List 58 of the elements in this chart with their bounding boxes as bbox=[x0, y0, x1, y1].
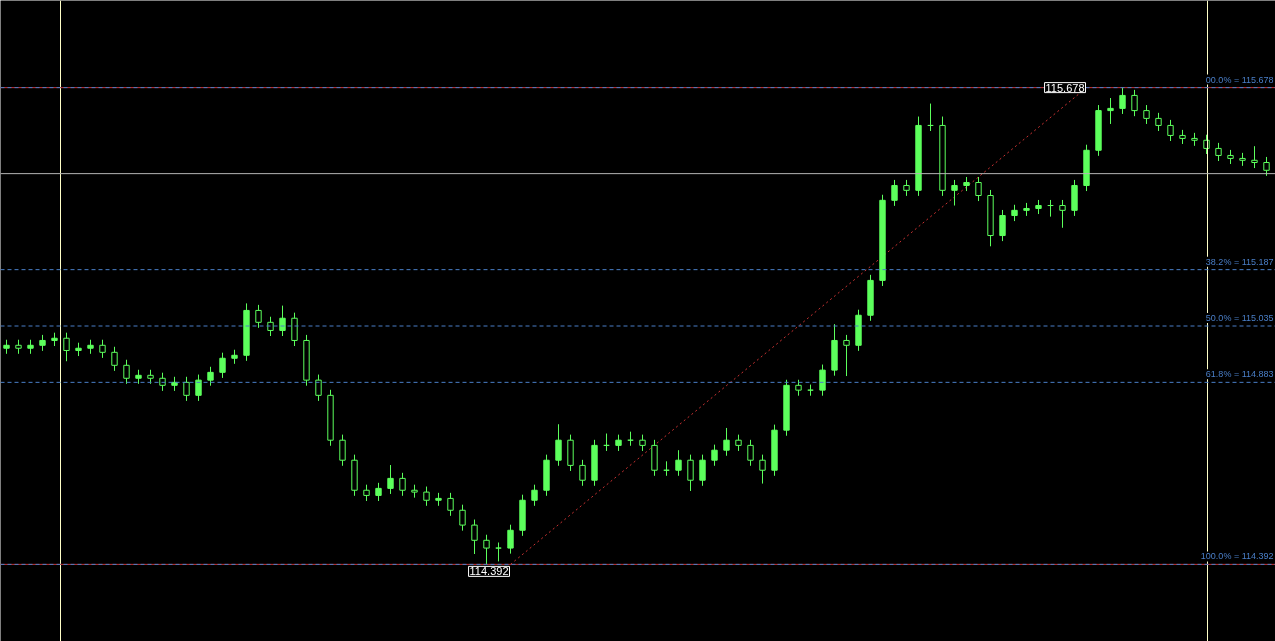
candlestick bbox=[111, 346, 118, 372]
candlestick bbox=[1203, 134, 1210, 155]
candlestick bbox=[699, 454, 706, 487]
ref-line-label: 00.0% = 115.678 bbox=[1205, 74, 1274, 85]
candlestick bbox=[1167, 119, 1174, 142]
candlestick bbox=[399, 472, 406, 497]
candlestick bbox=[495, 542, 502, 562]
candlestick bbox=[159, 372, 166, 392]
candlestick bbox=[711, 444, 718, 467]
candlestick bbox=[747, 439, 754, 467]
candlestick bbox=[339, 434, 346, 467]
candlestick bbox=[183, 376, 190, 402]
candlestick bbox=[315, 374, 322, 402]
candlestick bbox=[483, 534, 490, 565]
candlestick bbox=[279, 305, 286, 337]
candlestick bbox=[687, 454, 694, 492]
candlestick bbox=[843, 334, 850, 377]
candlestick bbox=[207, 366, 214, 387]
candlestick bbox=[675, 449, 682, 477]
ref-line-label: 100.0% = 114.392 bbox=[1200, 551, 1274, 562]
annotation: 115.678 bbox=[1045, 81, 1085, 94]
candlestick bbox=[255, 304, 262, 329]
candlestick bbox=[723, 427, 730, 457]
candlestick bbox=[507, 524, 514, 555]
candlestick bbox=[123, 359, 130, 385]
candlestick bbox=[555, 423, 562, 467]
candlestick bbox=[819, 364, 826, 397]
candlestick bbox=[1251, 145, 1258, 169]
candlestick bbox=[63, 332, 70, 362]
ref-line-label: 61.8% = 114.883 bbox=[1205, 369, 1274, 380]
candlestick bbox=[99, 339, 106, 359]
ref-line-label: 50.0% = 115.035 bbox=[1205, 313, 1274, 323]
candlestick bbox=[1143, 104, 1150, 125]
candlestick bbox=[219, 352, 226, 379]
candlestick bbox=[291, 312, 298, 347]
candlestick bbox=[999, 209, 1006, 242]
candlestick bbox=[975, 176, 982, 202]
candlestick bbox=[195, 374, 202, 402]
candlestick bbox=[951, 179, 958, 207]
candlestick bbox=[375, 482, 382, 502]
candlestick bbox=[579, 459, 586, 487]
candlestick bbox=[1215, 142, 1222, 162]
candlestick bbox=[1119, 87, 1126, 115]
candlestick bbox=[423, 486, 430, 507]
annotation: 114.392 bbox=[469, 565, 509, 578]
candlestick bbox=[891, 179, 898, 207]
candlestick bbox=[1107, 97, 1114, 125]
candlestick bbox=[531, 484, 538, 507]
ref-line-label: 38.2% = 115.187 bbox=[1205, 256, 1274, 267]
candlestick bbox=[1131, 89, 1138, 117]
candlestick bbox=[459, 504, 466, 532]
candlestick bbox=[447, 492, 454, 517]
candlestick bbox=[1263, 156, 1270, 177]
candlestick bbox=[387, 464, 394, 495]
candlestick bbox=[471, 519, 478, 555]
candlestick bbox=[1059, 199, 1066, 229]
candlestick bbox=[759, 454, 766, 485]
candlestick bbox=[1155, 112, 1162, 132]
